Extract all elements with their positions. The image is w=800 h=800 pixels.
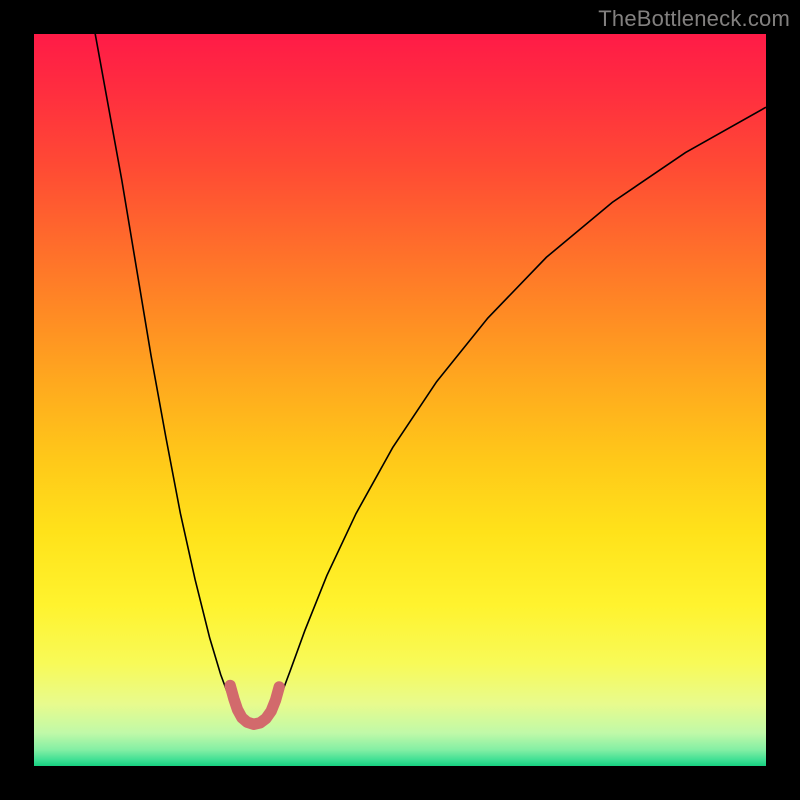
watermark-text: TheBottleneck.com [598, 6, 790, 32]
plot-svg [34, 34, 766, 766]
plot-area [34, 34, 766, 766]
gradient-background [34, 34, 766, 766]
